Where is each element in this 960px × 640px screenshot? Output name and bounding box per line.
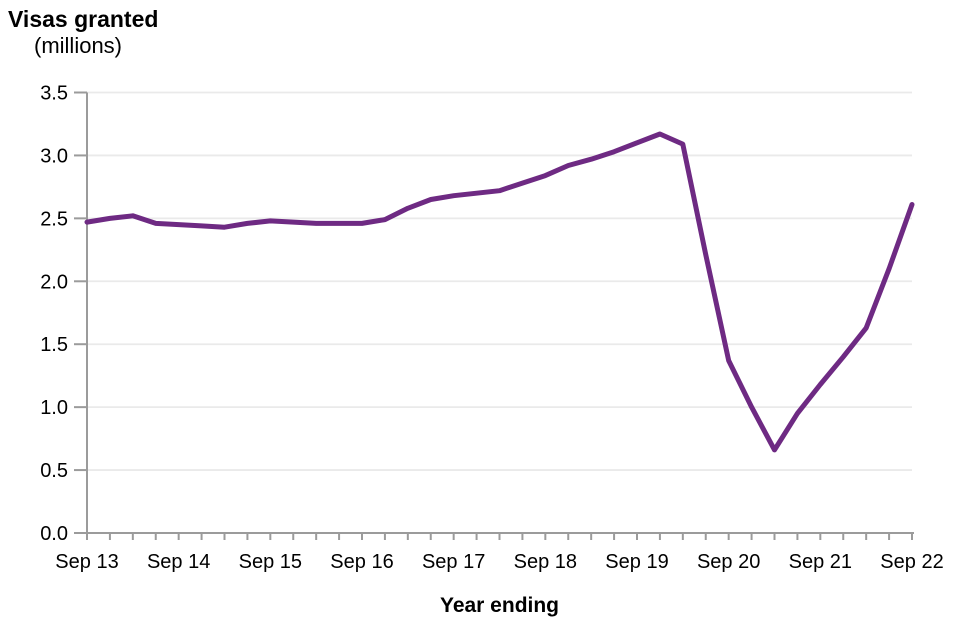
y-tick-label: 1.0 [40,397,68,419]
chart-subtitle: (millions) [34,33,122,58]
x-tick-label: Sep 15 [239,551,302,573]
y-tick-label: 3.0 [40,145,68,167]
y-tick-label: 3.5 [40,83,68,105]
x-tick-label: Sep 21 [789,551,852,573]
data-line-visas-granted [84,131,915,453]
y-tick-label: 2.5 [40,208,68,230]
x-tick-label: Sep 14 [147,551,210,573]
x-tick-label: Sep 16 [330,551,393,573]
x-tick-label: Sep 18 [514,551,577,573]
y-tick-label: 2.0 [40,271,68,293]
y-tick-label: 0.5 [40,460,68,482]
x-tick-label: Sep 22 [880,551,943,573]
x-tick-label: Sep 20 [697,551,760,573]
x-tick-label: Sep 13 [55,551,118,573]
chart-title: Visas granted [8,6,159,32]
y-tick-label: 1.5 [40,334,68,356]
y-tick-label: 0.0 [40,523,68,545]
x-tick-label: Sep 19 [605,551,668,573]
x-axis-title: Year ending [439,594,560,617]
x-tick-label: Sep 17 [422,551,485,573]
